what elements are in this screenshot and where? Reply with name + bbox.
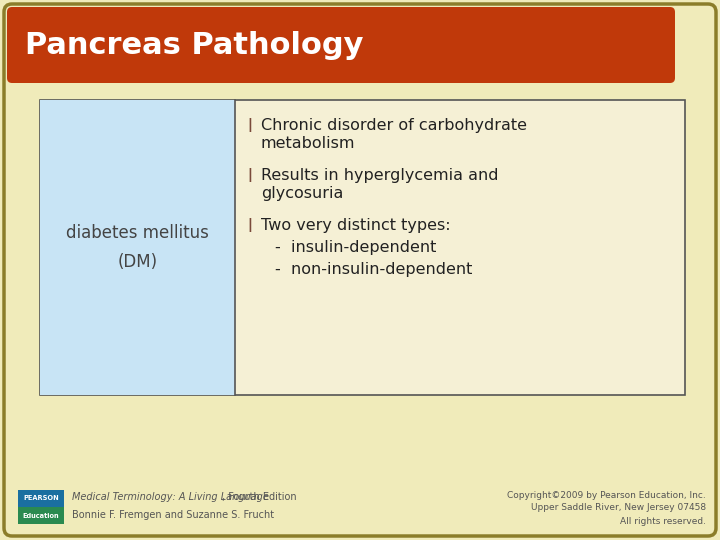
Text: PEARSON: PEARSON [23,496,59,502]
Text: Chronic disorder of carbohydrate: Chronic disorder of carbohydrate [261,118,527,133]
Text: , Fourth Edition: , Fourth Edition [222,492,297,502]
Bar [40,100,235,395]
Text: diabetes mellitus
(DM): diabetes mellitus (DM) [66,224,209,271]
Text: Two very distinct types:: Two very distinct types: [261,218,451,233]
FancyBboxPatch shape [4,4,716,536]
Text: l: l [247,218,252,236]
Text: Education: Education [23,512,59,518]
Text: Upper Saddle River, New Jersey 07458: Upper Saddle River, New Jersey 07458 [531,503,706,512]
Bar [18,507,64,524]
Bar [18,490,64,507]
Text: Copyright©2009 by Pearson Education, Inc.: Copyright©2009 by Pearson Education, Inc… [508,490,706,500]
Text: -  insulin-dependent: - insulin-dependent [275,240,436,255]
Text: metabolism: metabolism [261,136,356,151]
Text: Pancreas Pathology: Pancreas Pathology [25,30,364,59]
Text: All rights reserved.: All rights reserved. [620,516,706,525]
Bar [40,100,685,395]
Text: l: l [247,118,252,136]
Text: glycosuria: glycosuria [261,186,343,201]
Text: l: l [247,168,252,186]
Text: -  non-insulin-dependent: - non-insulin-dependent [275,262,472,277]
Text: Medical Terminology: A Living Language: Medical Terminology: A Living Language [72,492,269,502]
Text: Results in hyperglycemia and: Results in hyperglycemia and [261,168,498,183]
Text: Bonnie F. Fremgen and Suzanne S. Frucht: Bonnie F. Fremgen and Suzanne S. Frucht [72,510,274,520]
FancyBboxPatch shape [7,7,675,83]
